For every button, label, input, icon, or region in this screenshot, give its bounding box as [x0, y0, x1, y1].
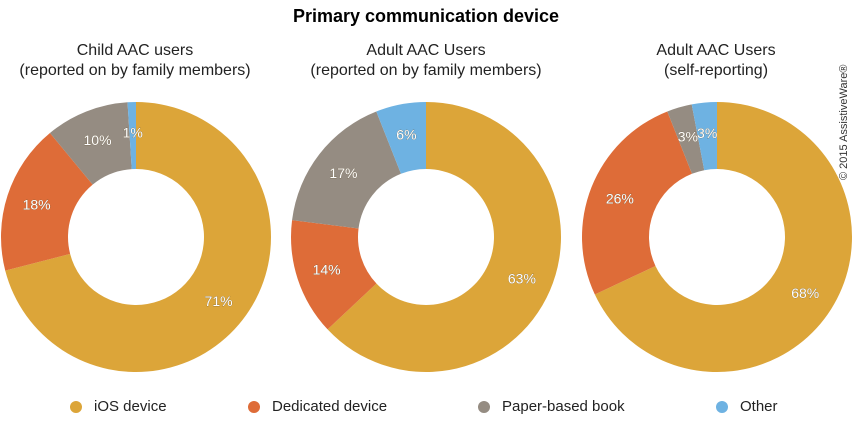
chart-title: Primary communication device	[292, 6, 560, 26]
legend-label: iOS device	[94, 398, 167, 415]
legend-item-ios: iOS device	[70, 398, 167, 415]
segment-label: 68%	[791, 285, 819, 301]
copyright-notice: © 2015 AssistiveWare®	[838, 64, 850, 180]
donut-segment	[292, 111, 401, 229]
legend-label: Other	[740, 398, 778, 415]
segment-label: 3%	[697, 125, 717, 141]
chart-2-subtitle-line2: (reported on by family members)	[310, 62, 542, 79]
segment-label: 71%	[205, 293, 233, 309]
donut-chart-2: 63% 14% 17% 6%	[290, 102, 562, 373]
segment-label: 26%	[606, 191, 634, 207]
legend-label: Dedicated device	[272, 398, 388, 415]
legend-dot-icon	[70, 400, 82, 413]
donut-segment	[290, 220, 377, 330]
legend-item-dedicated: Dedicated device	[248, 398, 387, 415]
chart-1-subtitle: Child AAC users (reported on by family m…	[0, 41, 295, 81]
legend-item-paper: Paper-based book	[478, 398, 625, 415]
chart-1-subtitle-line1: Child AAC users	[76, 42, 194, 59]
donut-segment	[5, 102, 272, 372]
donut-segment	[667, 104, 705, 174]
chart-2-subtitle-line1: Adult AAC Users	[366, 42, 486, 59]
donut-segment	[376, 102, 426, 174]
chart-1-subtitle-line2: (reported on by family members)	[19, 62, 251, 79]
legend-dot-icon	[478, 400, 490, 413]
donut-segment	[327, 102, 562, 373]
chart-2-subtitle: Adult AAC Users (reported on by family m…	[266, 41, 586, 81]
legend-dot-icon	[716, 400, 728, 413]
segment-label: 14%	[313, 261, 341, 277]
segment-label: 17%	[329, 165, 357, 181]
chart-3-subtitle-line1: Adult AAC Users	[656, 42, 776, 59]
segment-label: 1%	[123, 125, 143, 141]
segment-label: 10%	[84, 132, 112, 148]
legend-label: Paper-based book	[502, 398, 625, 415]
donut-segment	[691, 102, 717, 171]
chart-3-subtitle-line2: (self-reporting)	[663, 62, 769, 79]
legend-item-other: Other	[716, 398, 778, 415]
donut-segment	[1, 132, 93, 271]
segment-label: 63%	[508, 271, 536, 287]
legend-dot-icon	[248, 400, 260, 413]
donut-segment	[127, 102, 136, 170]
donut-segment	[594, 102, 852, 372]
legend: iOS device Dedicated device Paper-based …	[0, 398, 852, 418]
donut-chart-3: 68% 26% 3% 3%	[581, 102, 852, 372]
donut-segment	[49, 102, 132, 185]
segment-label: 18%	[23, 197, 51, 213]
donut-chart-1: 71% 18% 10% 1%	[1, 102, 272, 372]
chart-3-subtitle: Adult AAC Users (self-reporting)	[556, 41, 852, 81]
segment-label: 6%	[396, 126, 416, 142]
segment-label: 3%	[678, 129, 698, 145]
donut-segment	[581, 111, 692, 295]
